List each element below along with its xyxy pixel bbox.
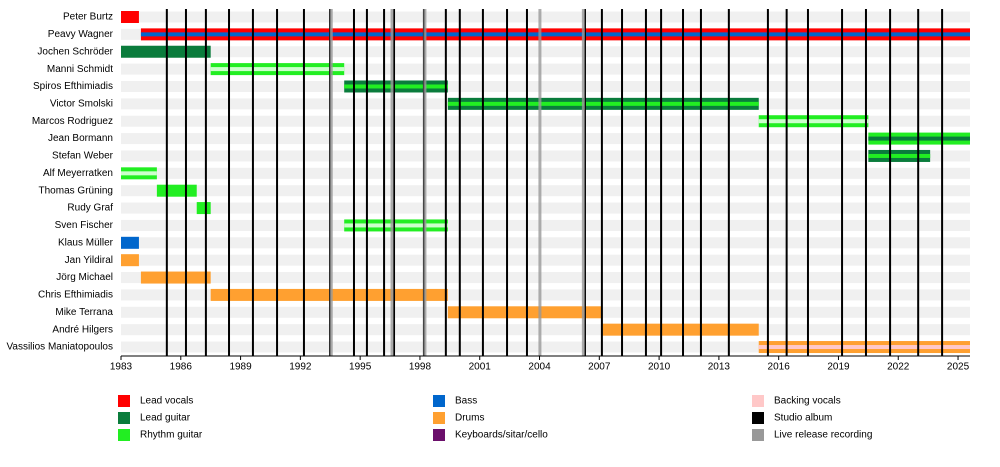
row-band (121, 341, 970, 353)
row-band (121, 237, 970, 249)
member-name: Mike Terrana (55, 307, 113, 318)
tenure-bar (121, 11, 139, 23)
legend-swatch (433, 429, 445, 441)
x-tick-label: 2001 (469, 362, 492, 373)
member-name: Peavy Wagner (48, 29, 114, 40)
row-band (121, 150, 970, 162)
legend-label: Lead vocals (140, 396, 193, 407)
x-tick-label: 2004 (528, 362, 551, 373)
x-tick-label: 2025 (947, 362, 970, 373)
x-tick-label: 1986 (170, 362, 193, 373)
row-band (121, 202, 970, 214)
member-name: Spiros Efthimiadis (33, 81, 113, 92)
member-name: André Hilgers (52, 324, 113, 335)
x-tick-label: 1995 (349, 362, 372, 373)
tenure-stripe (758, 119, 869, 124)
x-tick-label: 1998 (409, 362, 432, 373)
tenure-stripe (344, 223, 448, 228)
legend-label: Drums (455, 413, 484, 424)
x-tick-label: 1992 (289, 362, 312, 373)
x-tick-label: 2010 (648, 362, 671, 373)
member-name: Alf Meyerratken (43, 168, 113, 179)
tenure-bar (156, 184, 197, 197)
x-tick-label: 2016 (768, 362, 791, 373)
member-name: Marcos Rodriguez (32, 116, 113, 127)
x-tick-label: 2013 (708, 362, 731, 373)
row-band (121, 219, 970, 231)
legend-swatch (118, 429, 130, 441)
legend-label: Bass (455, 396, 477, 407)
tenure-stripe (758, 345, 970, 350)
legend-label: Keyboards/sitar/cello (455, 430, 548, 441)
row-band (121, 185, 970, 197)
row-band (121, 46, 970, 58)
tenure-stripe (121, 171, 157, 176)
tenure-bar (196, 202, 211, 215)
legend-label: Backing vocals (774, 396, 841, 407)
row-band (121, 167, 970, 179)
tenure-stripe (140, 32, 971, 37)
member-name: Klaus Müller (58, 237, 114, 248)
row-band (121, 63, 970, 75)
tenure-stripe (344, 84, 448, 89)
row-band (121, 115, 970, 127)
x-tick-label: 2022 (887, 362, 910, 373)
tenure-bar (601, 323, 759, 336)
x-tick-label: 1983 (110, 362, 133, 373)
member-name: Jean Bormann (48, 133, 113, 144)
member-name: Sven Fischer (55, 220, 114, 231)
row-band (121, 324, 970, 336)
tenure-bar (447, 306, 602, 319)
legend-label: Rhythm guitar (140, 430, 203, 441)
legend-swatch (433, 412, 445, 424)
x-tick-label: 1989 (229, 362, 252, 373)
legend-swatch (752, 412, 764, 424)
member-name: Thomas Grüning (39, 185, 113, 196)
member-name: Vassilios Maniatopoulos (6, 342, 113, 353)
row-band (121, 11, 970, 23)
legend-swatch (118, 412, 130, 424)
member-name: Jochen Schröder (37, 46, 113, 57)
row-band (121, 133, 970, 145)
legend-swatch (433, 395, 445, 407)
x-tick-label: 2007 (588, 362, 611, 373)
tenure-stripe (447, 101, 759, 106)
legend-label: Lead guitar (140, 413, 191, 424)
member-name: Peter Burtz (63, 12, 113, 23)
x-tick-label: 2019 (827, 362, 850, 373)
legend-label: Live release recording (774, 430, 872, 441)
tenure-stripe (868, 153, 931, 158)
row-band (121, 80, 970, 92)
member-name: Manni Schmidt (47, 64, 113, 75)
legend-swatch (118, 395, 130, 407)
member-name: Chris Efthimiadis (38, 290, 113, 301)
tenure-bar (121, 236, 139, 249)
legend-label: Studio album (774, 413, 832, 424)
member-name: Rudy Graf (67, 203, 113, 214)
member-name: Stefan Weber (52, 151, 114, 162)
member-name: Jörg Michael (56, 272, 113, 283)
tenure-bar (121, 254, 139, 267)
member-name: Victor Smolski (50, 98, 113, 109)
row-band (121, 272, 970, 284)
row-band (121, 254, 970, 266)
legend-swatch (752, 429, 764, 441)
member-name: Jan Yildiral (65, 255, 113, 266)
legend-swatch (752, 395, 764, 407)
tenure-bar (140, 271, 211, 284)
row-band (121, 289, 970, 301)
